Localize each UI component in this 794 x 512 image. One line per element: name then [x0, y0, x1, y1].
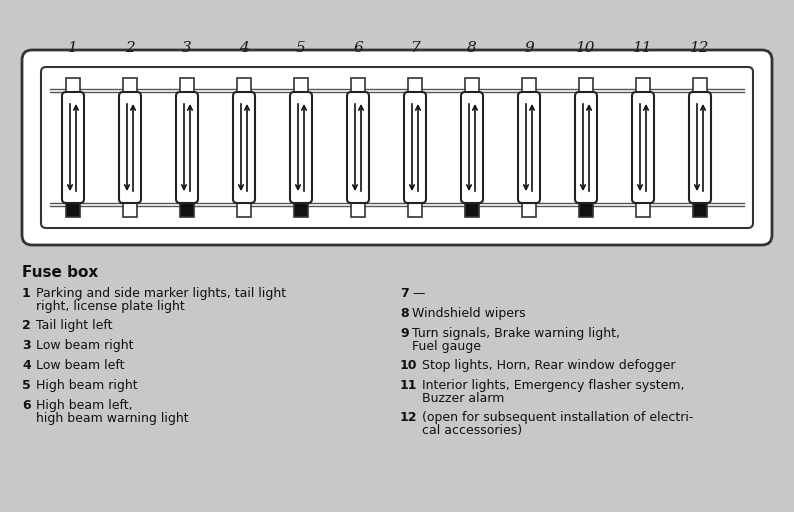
Text: Turn signals, Brake warning light,: Turn signals, Brake warning light, [412, 327, 620, 340]
Text: right, license plate light: right, license plate light [36, 300, 185, 313]
Bar [636, 203, 650, 217]
Bar [693, 203, 707, 217]
Text: (open for subsequent installation of electri-: (open for subsequent installation of ele… [422, 411, 693, 424]
Text: 5: 5 [22, 379, 31, 392]
Bar [522, 203, 536, 217]
Text: Windshield wipers: Windshield wipers [412, 307, 526, 320]
FancyBboxPatch shape [41, 67, 753, 228]
Text: 2: 2 [22, 319, 31, 332]
FancyBboxPatch shape [233, 92, 255, 203]
Bar [180, 78, 194, 92]
Bar [180, 203, 194, 217]
Text: high beam warning light: high beam warning light [36, 412, 189, 425]
Bar [579, 203, 593, 217]
Bar [237, 78, 251, 92]
Bar [351, 78, 365, 92]
Text: 10: 10 [576, 41, 596, 55]
Text: 11: 11 [634, 41, 653, 55]
Text: 12: 12 [690, 41, 710, 55]
Text: Fuse box: Fuse box [22, 265, 98, 280]
Text: cal accessories): cal accessories) [422, 424, 522, 437]
Bar [408, 78, 422, 92]
Bar [123, 203, 137, 217]
FancyBboxPatch shape [176, 92, 198, 203]
Text: 9: 9 [400, 327, 409, 340]
Text: —: — [412, 287, 425, 300]
Text: 6: 6 [22, 399, 31, 412]
Text: 4: 4 [22, 359, 31, 372]
Bar [294, 78, 308, 92]
Text: 10: 10 [400, 359, 418, 372]
Text: 2: 2 [125, 41, 135, 55]
Text: Tail light left: Tail light left [36, 319, 113, 332]
Text: 8: 8 [467, 41, 477, 55]
Bar [636, 78, 650, 92]
Bar [693, 78, 707, 92]
Text: Low beam left: Low beam left [36, 359, 125, 372]
FancyBboxPatch shape [575, 92, 597, 203]
Text: Interior lights, Emergency flasher system,: Interior lights, Emergency flasher syste… [422, 379, 684, 392]
Text: Buzzer alarm: Buzzer alarm [422, 392, 504, 405]
Text: 1: 1 [22, 287, 31, 300]
Text: 7: 7 [400, 287, 409, 300]
Text: High beam left,: High beam left, [36, 399, 133, 412]
Bar [579, 78, 593, 92]
Text: Low beam right: Low beam right [36, 339, 133, 352]
FancyBboxPatch shape [290, 92, 312, 203]
Bar [522, 78, 536, 92]
Text: 1: 1 [68, 41, 78, 55]
Text: 3: 3 [182, 41, 192, 55]
Text: 9: 9 [524, 41, 534, 55]
FancyBboxPatch shape [461, 92, 483, 203]
FancyBboxPatch shape [689, 92, 711, 203]
Bar [123, 78, 137, 92]
Bar [66, 78, 80, 92]
Bar [351, 203, 365, 217]
FancyBboxPatch shape [119, 92, 141, 203]
Text: 3: 3 [22, 339, 31, 352]
Text: Stop lights, Horn, Rear window defogger: Stop lights, Horn, Rear window defogger [422, 359, 676, 372]
FancyBboxPatch shape [404, 92, 426, 203]
Bar [465, 203, 479, 217]
Text: Parking and side marker lights, tail light: Parking and side marker lights, tail lig… [36, 287, 286, 300]
FancyBboxPatch shape [518, 92, 540, 203]
Text: High beam right: High beam right [36, 379, 137, 392]
Text: 5: 5 [296, 41, 306, 55]
Bar [465, 78, 479, 92]
FancyBboxPatch shape [62, 92, 84, 203]
Bar [294, 203, 308, 217]
Text: 8: 8 [400, 307, 409, 320]
FancyBboxPatch shape [347, 92, 369, 203]
Text: Fuel gauge: Fuel gauge [412, 340, 481, 353]
Bar [408, 203, 422, 217]
FancyBboxPatch shape [22, 50, 772, 245]
Bar [237, 203, 251, 217]
Bar [66, 203, 80, 217]
Text: 11: 11 [400, 379, 418, 392]
Text: 6: 6 [353, 41, 363, 55]
Text: 4: 4 [239, 41, 249, 55]
Text: 12: 12 [400, 411, 418, 424]
FancyBboxPatch shape [632, 92, 654, 203]
Text: 7: 7 [410, 41, 420, 55]
